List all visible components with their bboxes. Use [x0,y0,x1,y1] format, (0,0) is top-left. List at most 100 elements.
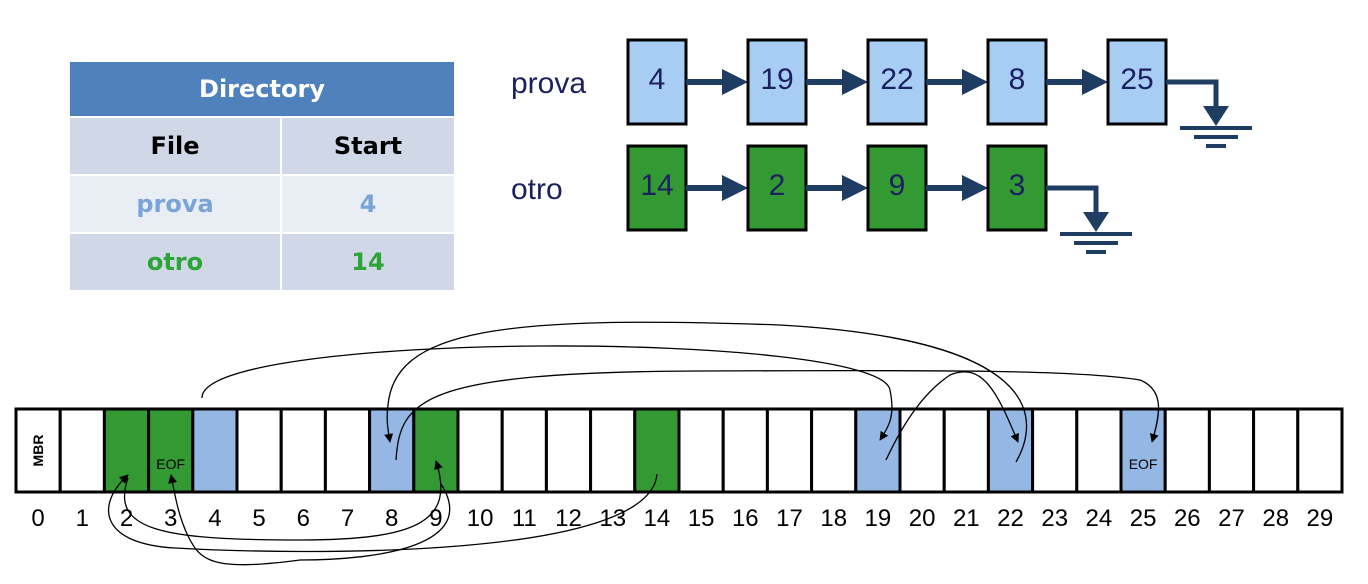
eof-label: EOF [1129,456,1158,472]
disk-block-19 [854,407,902,494]
directory-title: Directory [68,60,456,118]
disk-block-20 [898,407,946,494]
chain-arrowhead [722,69,748,95]
eof-label: EOF [156,456,185,472]
block-number-label: 21 [953,505,980,532]
block-number-label: 23 [1041,505,1068,532]
disk-block-13 [589,407,637,494]
file-chains: prova 4 19 22 8 25 otro 14 2 9 3 [511,38,1252,254]
chain-arrowhead [722,175,748,201]
block-number-label: 12 [555,505,582,532]
disk-block-25 [1119,407,1167,494]
chain-block [1106,38,1168,126]
directory-table: Directory File Start prova 4 otro 14 [68,60,456,292]
start-block-cell: 4 [280,174,456,234]
block-number-label: 0 [31,505,44,532]
directory-row-otro: otro 14 [68,232,456,292]
disk-block-28 [1252,407,1300,494]
disk-block-2 [102,407,151,494]
disk-block-21 [942,407,990,494]
start-block-cell: 14 [280,232,456,292]
disk-block-24 [1075,407,1123,494]
block-pointer-curves [107,321,1160,566]
mbr-label: MBR [30,435,46,467]
directory-row-prova: prova 4 [68,174,456,234]
file-name-cell: prova [68,174,282,234]
file-column-header: File [68,116,282,176]
pointer-8-to-25 [395,369,1160,461]
chain-block-number: 3 [1009,169,1026,202]
chain-otro: otro 14 2 9 3 [511,144,1132,254]
disk-block-14 [633,407,681,494]
pointer-4-to-19 [201,345,893,441]
chain-prova: prova 4 19 22 8 25 [511,38,1252,148]
block-number-label: 4 [208,505,221,532]
block-number-label: 10 [467,505,494,532]
disk-block-26 [1163,407,1211,494]
block-number-label: 25 [1130,505,1157,532]
chain-label: prova [511,67,586,100]
disk-block-9 [412,407,460,494]
chain-arrowhead [1082,69,1108,95]
disk-block-11 [500,407,548,494]
chain-block-number: 25 [1120,63,1153,96]
chain-block-number: 14 [640,169,673,202]
block-number-label: 6 [297,505,310,532]
block-number-label: 7 [341,505,354,532]
block-number-label: 26 [1174,505,1201,532]
disk-block-0 [14,407,62,494]
chain-block [866,38,928,126]
block-number-label: 11 [512,505,537,532]
disk-block-5 [235,407,283,494]
disk-block-27 [1207,407,1256,494]
block-number-label: 24 [1086,505,1113,532]
disk-block-12 [544,407,593,494]
pointer-14-to-2 [107,473,658,553]
block-number-label: 22 [997,505,1024,532]
chain-arrowhead [962,69,988,95]
pointer-19-to-22 [885,371,1019,461]
chain-arrowhead [842,69,868,95]
pointer-2-to-9 [123,460,443,541]
chain-block-number: 2 [769,169,786,202]
disk-block-10 [456,407,504,494]
chain-arrowhead [842,175,868,201]
chain-block-number: 22 [880,63,913,96]
block-number-label: 5 [252,505,265,532]
block-number-label: 3 [164,505,177,532]
disk-block-15 [677,407,725,494]
chain-label: otro [511,173,563,206]
block-number-label: 16 [732,505,759,532]
chain-block-number: 4 [649,63,666,96]
disk-block-16 [721,407,769,494]
block-number-label: 27 [1218,505,1245,532]
block-number-label: 18 [820,505,847,532]
disk-block-8 [368,407,416,494]
disk-block-23 [1031,407,1079,494]
disk-block-3 [147,407,195,494]
block-number-label: 20 [909,505,936,532]
pointer-9-to-3 [168,474,451,566]
disk-block-1 [58,407,106,494]
chain-block [866,144,928,232]
chain-block-number: 8 [1009,63,1026,96]
block-number-label: 14 [644,505,671,532]
disk-block-17 [765,407,814,494]
block-number-label: 13 [599,505,626,532]
ground-icon [1046,185,1132,254]
disk-block-29 [1296,407,1344,494]
block-number-label: 19 [865,505,892,532]
block-number-label: 1 [76,505,89,532]
chain-block-number: 9 [889,169,906,202]
ground-icon [1166,79,1252,148]
disk-block-6 [279,407,327,494]
disk-block-7 [323,407,372,494]
disk-block-18 [810,407,858,494]
block-number-label: 2 [120,505,133,532]
block-number-label: 28 [1262,505,1289,532]
pointer-22-to-8 [384,321,1028,463]
block-number-label: 9 [429,505,442,532]
block-number-label: 17 [776,505,803,532]
